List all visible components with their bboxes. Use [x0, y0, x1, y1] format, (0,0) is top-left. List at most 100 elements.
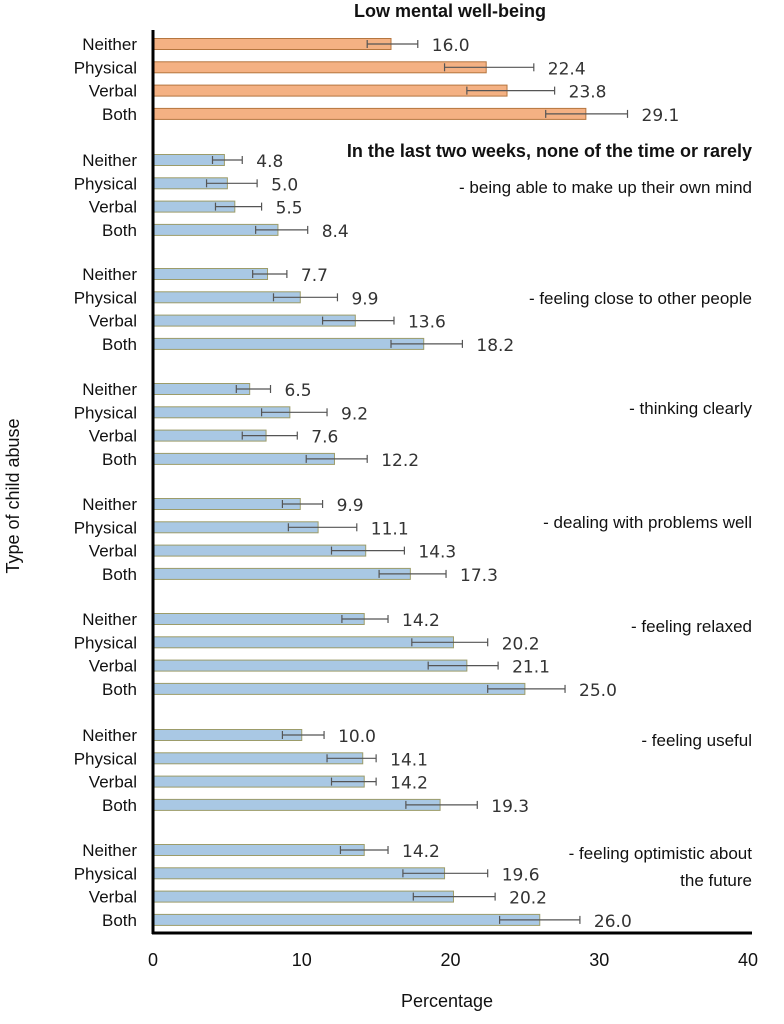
group-label: - dealing with problems well — [543, 513, 752, 532]
data-label: 5.5 — [276, 199, 303, 219]
data-label: 26.0 — [594, 912, 632, 932]
category-label: Physical — [74, 633, 137, 652]
category-label: Both — [102, 565, 137, 584]
category-label: Both — [102, 680, 137, 699]
category-label: Physical — [74, 403, 137, 422]
bar — [152, 61, 487, 74]
category-label: Neither — [82, 726, 137, 745]
category-label: Physical — [74, 864, 137, 883]
x-tick-label: 20 — [440, 950, 460, 970]
bar — [152, 567, 411, 580]
bar — [152, 913, 541, 926]
data-label: 25.0 — [579, 681, 617, 701]
data-label: 14.2 — [402, 611, 440, 631]
y-axis-title: Type of child abuse — [3, 418, 23, 573]
group-label-line2: the future — [680, 871, 752, 890]
group-label: - feeling optimistic about — [569, 844, 753, 863]
category-label: Both — [102, 450, 137, 469]
group-label: - thinking clearly — [629, 399, 752, 418]
bar — [152, 867, 446, 880]
data-label: 14.2 — [402, 842, 440, 862]
data-label: 19.6 — [502, 865, 540, 885]
bar — [152, 636, 454, 649]
x-tick-label: 10 — [292, 950, 312, 970]
bar — [152, 844, 365, 856]
data-label: 20.2 — [509, 889, 547, 909]
data-label: 20.2 — [502, 634, 540, 654]
group-label: - feeling close to other people — [529, 289, 752, 308]
bar — [152, 383, 251, 395]
bar — [152, 613, 365, 625]
category-label: Verbal — [89, 542, 137, 561]
bar — [152, 659, 468, 672]
x-tick-label: 30 — [589, 950, 609, 970]
data-label: 9.9 — [337, 496, 364, 516]
category-label: Neither — [82, 35, 137, 54]
heading-last-two-weeks: In the last two weeks, none of the time … — [347, 141, 752, 161]
category-label: Verbal — [89, 82, 137, 101]
group-label: - feeling relaxed — [631, 617, 752, 636]
bar — [152, 498, 301, 510]
category-label: Verbal — [89, 312, 137, 331]
bar — [152, 890, 454, 903]
category-label: Both — [102, 221, 137, 240]
data-label: 9.2 — [341, 404, 368, 424]
category-label: Physical — [74, 58, 137, 77]
data-label: 29.1 — [642, 106, 680, 126]
category-label: Both — [102, 796, 137, 815]
bar — [152, 38, 392, 50]
category-label: Verbal — [89, 198, 137, 217]
data-label: 9.9 — [351, 289, 378, 309]
group-title-low-wellbeing: Low mental well-being — [354, 1, 546, 21]
category-label: Neither — [82, 495, 137, 514]
category-label: Neither — [82, 841, 137, 860]
category-label: Physical — [74, 288, 137, 307]
bar — [152, 268, 269, 280]
data-label: 19.3 — [491, 797, 529, 817]
data-label: 16.0 — [432, 36, 470, 56]
bar — [152, 798, 441, 811]
data-label: 21.1 — [512, 658, 550, 678]
data-label: 14.2 — [390, 774, 428, 794]
data-label: 7.6 — [311, 428, 338, 448]
data-label: 12.2 — [381, 451, 419, 471]
data-label: 4.8 — [256, 152, 283, 172]
x-tick-label: 40 — [738, 950, 758, 970]
bar — [152, 337, 425, 350]
category-label: Verbal — [89, 427, 137, 446]
category-label: Neither — [82, 610, 137, 629]
category-label: Physical — [74, 518, 137, 537]
group-label: - feeling useful — [641, 731, 752, 750]
category-label: Both — [102, 911, 137, 930]
x-tick-label: 0 — [148, 950, 158, 970]
data-label: 22.4 — [548, 59, 586, 79]
data-label: 23.8 — [569, 83, 607, 103]
category-label: Neither — [82, 265, 137, 284]
data-label: 13.6 — [408, 313, 446, 333]
category-label: Both — [102, 335, 137, 354]
data-label: 8.4 — [322, 222, 349, 242]
bar — [152, 729, 303, 741]
data-label: 18.2 — [476, 336, 514, 356]
category-label: Verbal — [89, 657, 137, 676]
bar — [152, 107, 587, 120]
group-label: - being able to make up their own mind — [459, 178, 752, 197]
data-label: 11.1 — [371, 519, 409, 539]
category-label: Physical — [74, 749, 137, 768]
category-label: Both — [102, 105, 137, 124]
data-label: 7.7 — [301, 266, 328, 286]
data-label: 14.3 — [418, 543, 456, 563]
category-label: Verbal — [89, 888, 137, 907]
data-label: 6.5 — [285, 381, 312, 401]
category-label: Physical — [74, 174, 137, 193]
category-label: Neither — [82, 380, 137, 399]
data-label: 5.0 — [271, 175, 298, 195]
bar — [152, 84, 508, 97]
data-label: 17.3 — [460, 566, 498, 586]
data-label: 10.0 — [338, 727, 376, 747]
data-label: 14.1 — [390, 750, 428, 770]
x-axis-title: Percentage — [401, 991, 493, 1011]
bar — [152, 682, 526, 695]
category-label: Verbal — [89, 773, 137, 792]
